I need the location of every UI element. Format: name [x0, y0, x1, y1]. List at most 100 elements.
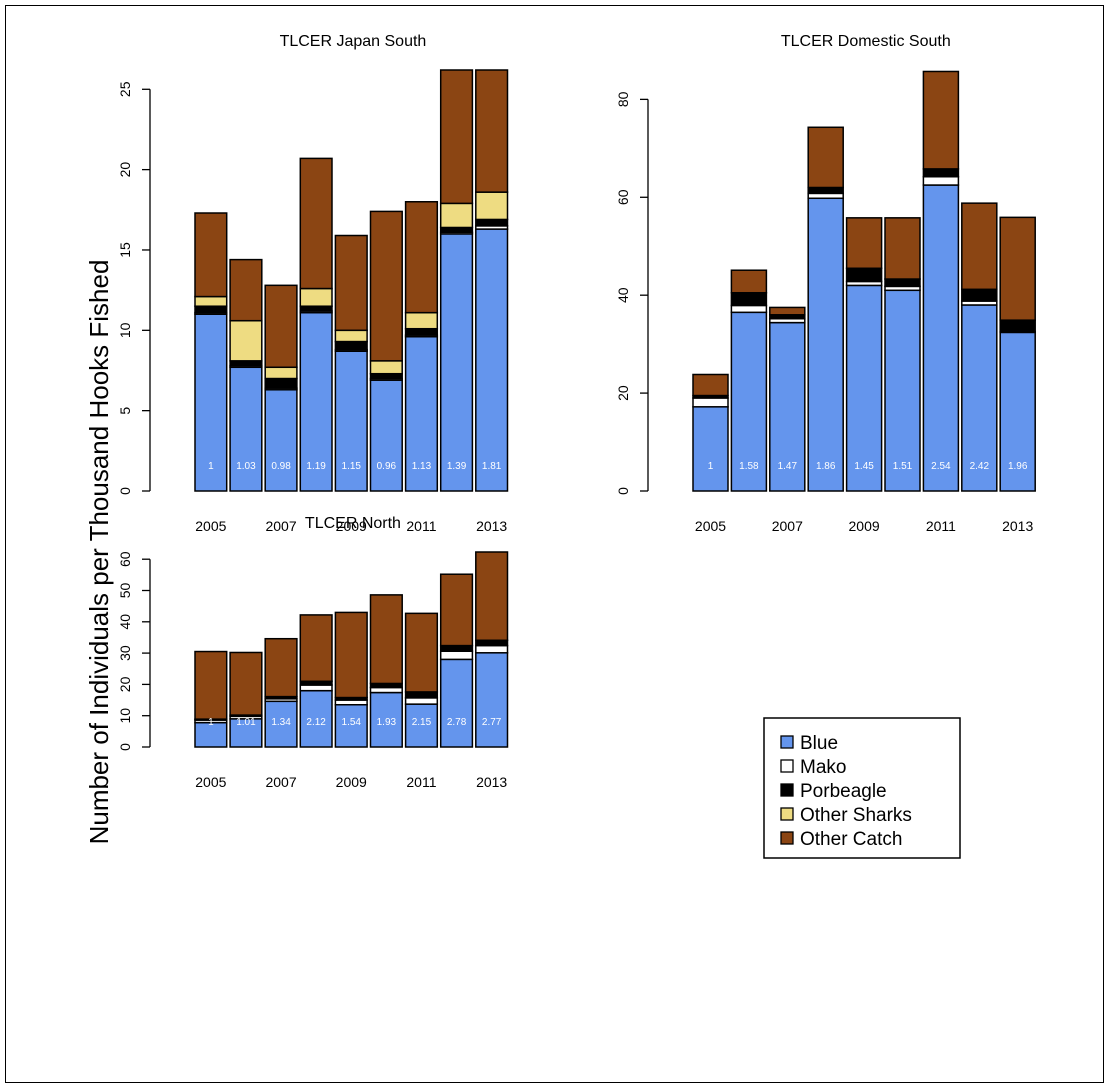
bar-segment-other-catch [299, 614, 333, 683]
bar-segment-blue [404, 335, 439, 492]
bar-segment-other-catch [264, 284, 298, 369]
bar-segment-blue [334, 703, 368, 748]
bar-segment-porbeagle [884, 278, 921, 288]
x-tick-label: 2013 [1002, 518, 1033, 534]
bar-data-label: 2.77 [482, 717, 502, 728]
bar-segment-porbeagle [194, 305, 228, 314]
bar-data-label: 1.39 [447, 461, 467, 472]
bar-data-label: 2.12 [306, 717, 326, 728]
bar-segment-mako [692, 397, 729, 408]
legend-label: Mako [800, 757, 846, 778]
y-tick-label: 10 [117, 322, 133, 338]
bar-segment-other-sharks [194, 295, 228, 307]
bar-segment-mako [439, 650, 474, 661]
legend-swatch-blue [780, 735, 794, 749]
bar-segment-blue [439, 658, 474, 748]
bar-segment-other-catch [439, 573, 474, 647]
y-tick-label: 80 [615, 91, 631, 107]
bar-segment-other-sharks [334, 329, 368, 343]
bar-segment-mako [475, 644, 509, 654]
bar-segment-other-catch [730, 269, 768, 294]
bar-segment-blue [692, 406, 729, 492]
x-tick-label: 2007 [265, 518, 296, 534]
legend-label: Other Catch [800, 829, 902, 850]
y-tick-label: 30 [117, 645, 133, 661]
bar-segment-other-catch [299, 157, 333, 290]
x-tick-label: 2011 [406, 774, 436, 790]
y-tick-label: 40 [117, 614, 133, 630]
bar-segment-blue [884, 289, 921, 492]
bar-segment-mako [369, 686, 403, 694]
panel-north: TLCER North 1 1.01 1.34 2.12 1.54 1.93 2.15 2.78… [117, 515, 509, 790]
x-tick-label: 2009 [849, 518, 880, 534]
bar-segment-other-sharks [264, 366, 298, 380]
y-tick-label: 10 [117, 708, 133, 724]
legend-swatch-porbeagle [780, 783, 794, 797]
y-tick-label: 20 [117, 676, 133, 692]
bar-segment-other-sharks [404, 311, 439, 330]
bar-data-label: 1 [208, 461, 214, 472]
bar-segment-blue [475, 652, 509, 748]
bar-segment-blue [264, 700, 298, 748]
y-tick-label: 0 [615, 487, 631, 495]
bar-segment-other-catch [229, 651, 263, 716]
y-tick-label: 0 [117, 743, 133, 751]
panel-japan-south: TLCER Japan South 1 1.03 0.98 1.19 1.15 0.96 1.… [117, 33, 509, 534]
bar-segment-porbeagle [439, 644, 474, 652]
bar-segment-other-sharks [369, 360, 403, 375]
bar-segment-other-catch [961, 202, 998, 291]
bar-data-label: 1.45 [854, 461, 874, 472]
x-tick-label: 2007 [265, 774, 296, 790]
y-tick-label: 15 [117, 242, 133, 258]
bar-segment-other-catch [475, 551, 509, 642]
y-tick-label: 20 [117, 162, 133, 178]
legend-label: Other Sharks [800, 805, 912, 826]
bar-data-label: 2.54 [931, 461, 951, 472]
y-tick-label: 40 [615, 287, 631, 303]
bar-segment-other-catch [807, 126, 844, 189]
y-tick-label: 0 [117, 487, 133, 495]
bar-segment-blue [229, 366, 263, 492]
bar-segment-porbeagle [404, 327, 439, 336]
bar-segment-mako [404, 697, 439, 705]
x-tick-label: 2009 [336, 518, 367, 534]
bar-segment-other-catch [404, 612, 439, 693]
bar-data-label: 1.96 [1008, 461, 1028, 472]
bar-data-label: 1.15 [342, 461, 362, 472]
bar-segment-other-catch [884, 217, 921, 280]
bar-segment-other-catch [692, 373, 729, 397]
y-axis-label: Number of Individuals per Thousand Hooks… [84, 260, 114, 845]
bar-segment-other-catch [769, 306, 806, 316]
bar-segment-blue [475, 228, 509, 492]
bar-data-label: 1.03 [236, 461, 256, 472]
legend-label: Blue [800, 733, 838, 754]
x-tick-label: 2005 [195, 518, 226, 534]
bar-segment-porbeagle [961, 288, 998, 302]
x-tick-label: 2005 [195, 774, 226, 790]
bar-data-label: 2.15 [412, 717, 432, 728]
bar-data-label: 1.86 [816, 461, 836, 472]
x-tick-label: 2005 [695, 518, 726, 534]
bar-data-label: 1.51 [893, 461, 913, 472]
x-tick-label: 2011 [406, 518, 436, 534]
y-tick-label: 25 [117, 81, 133, 97]
bar-segment-blue [194, 721, 228, 748]
y-tick-label: 60 [117, 551, 133, 567]
bar-segment-blue [264, 389, 298, 492]
bar-segment-blue [299, 311, 333, 492]
bar-data-label: 2.42 [970, 461, 990, 472]
bar-segment-blue [299, 689, 333, 748]
bar-segment-other-sharks [475, 191, 509, 221]
bar-segment-blue [404, 703, 439, 748]
bar-segment-blue [961, 304, 998, 492]
bar-segment-blue [769, 321, 806, 492]
bar-segment-blue [334, 350, 368, 492]
x-tick-label: 2013 [476, 518, 507, 534]
bar-segment-other-catch [404, 201, 439, 314]
bar-segment-porbeagle [334, 340, 368, 351]
panel-title: TLCER Domestic South [781, 33, 951, 50]
bar-data-label: 1.47 [778, 461, 798, 472]
y-tick-label: 60 [615, 189, 631, 205]
bar-segment-other-sharks [229, 319, 263, 362]
